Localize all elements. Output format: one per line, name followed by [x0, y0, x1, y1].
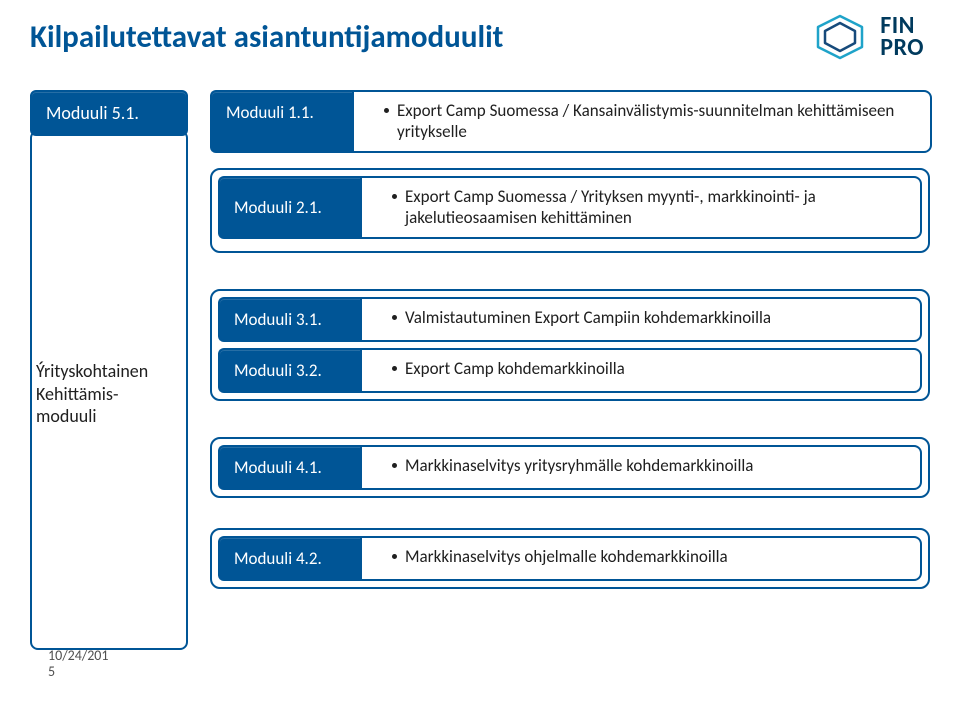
module-4-2-desc-text: Markkinaselvitys ohjelmalle kohdemarkkin…: [405, 546, 908, 567]
module-2-1-desc: Export Camp Suomessa / Yrityksen myynti-…: [360, 176, 922, 239]
spacer: [210, 90, 930, 152]
module-4-1-pair: Moduuli 4.1. Markkinaselvitys yritysryhm…: [218, 445, 922, 490]
bullet-icon: [392, 554, 397, 559]
footer-date: 10/24/201 5: [48, 648, 108, 679]
module-3-1-desc-text: Valmistautuminen Export Campiin kohdemar…: [405, 307, 908, 328]
bullet-icon: [392, 315, 397, 320]
module-3-1-label: Moduuli 3.1.: [218, 297, 360, 342]
footer-date-l1: 10/24/201: [48, 648, 108, 663]
left-caption-l2: Kehittämis-: [36, 383, 182, 406]
module-3-1-desc: Valmistautuminen Export Campiin kohdemar…: [360, 297, 922, 342]
module-4-1-desc-text: Markkinaselvitys yritysryhmälle kohdemar…: [405, 455, 908, 476]
module-4-1-label: Moduuli 4.1.: [218, 445, 360, 490]
group-2: Moduuli 2.1. Export Camp Suomessa / Yrit…: [210, 168, 930, 253]
module-2-1-desc-text: Export Camp Suomessa / Yrityksen myynti-…: [405, 186, 908, 229]
bullet-icon: [392, 366, 397, 371]
module-3-2-desc: Export Camp kohdemarkkinoilla: [360, 348, 922, 393]
logo-line2: PRO: [880, 37, 924, 59]
right-column: Moduuli 2.1. Export Camp Suomessa / Yrit…: [210, 90, 930, 589]
logo-text: FIN PRO: [880, 15, 924, 58]
module-3-1-pair: Moduuli 3.1. Valmistautuminen Export Cam…: [218, 297, 922, 342]
group-3: Moduuli 3.1. Valmistautuminen Export Cam…: [210, 289, 930, 401]
module-4-2-label: Moduuli 4.2.: [218, 536, 360, 581]
left-caption-l3: moduuli: [36, 405, 182, 428]
module-4-2-desc: Markkinaselvitys ohjelmalle kohdemarkkin…: [360, 536, 922, 581]
module-3-2-desc-text: Export Camp kohdemarkkinoilla: [405, 358, 908, 379]
module-3-2-label: Moduuli 3.2.: [218, 348, 360, 393]
left-caption-l1: Ýrityskohtainen: [36, 360, 182, 383]
module-3-2-pair: Moduuli 3.2. Export Camp kohdemarkkinoil…: [218, 348, 922, 393]
module-2-1-pair: Moduuli 2.1. Export Camp Suomessa / Yrit…: [218, 176, 922, 239]
bullet-icon: [392, 463, 397, 468]
group-4-2: Moduuli 4.2. Markkinaselvitys ohjelmalle…: [210, 528, 930, 589]
module-2-1-label: Moduuli 2.1.: [218, 176, 360, 239]
group-4-1: Moduuli 4.1. Markkinaselvitys yritysryhm…: [210, 437, 930, 498]
module-4-2-pair: Moduuli 4.2. Markkinaselvitys ohjelmalle…: [218, 536, 922, 581]
bullet-icon: [392, 194, 397, 199]
finpro-logo: FIN PRO: [810, 12, 924, 62]
left-caption: Ýrityskohtainen Kehittämis- moduuli: [36, 360, 182, 428]
logo-hexagon-icon: [810, 12, 870, 62]
footer-date-l2: 5: [48, 664, 108, 679]
module-4-1-desc: Markkinaselvitys yritysryhmälle kohdemar…: [360, 445, 922, 490]
